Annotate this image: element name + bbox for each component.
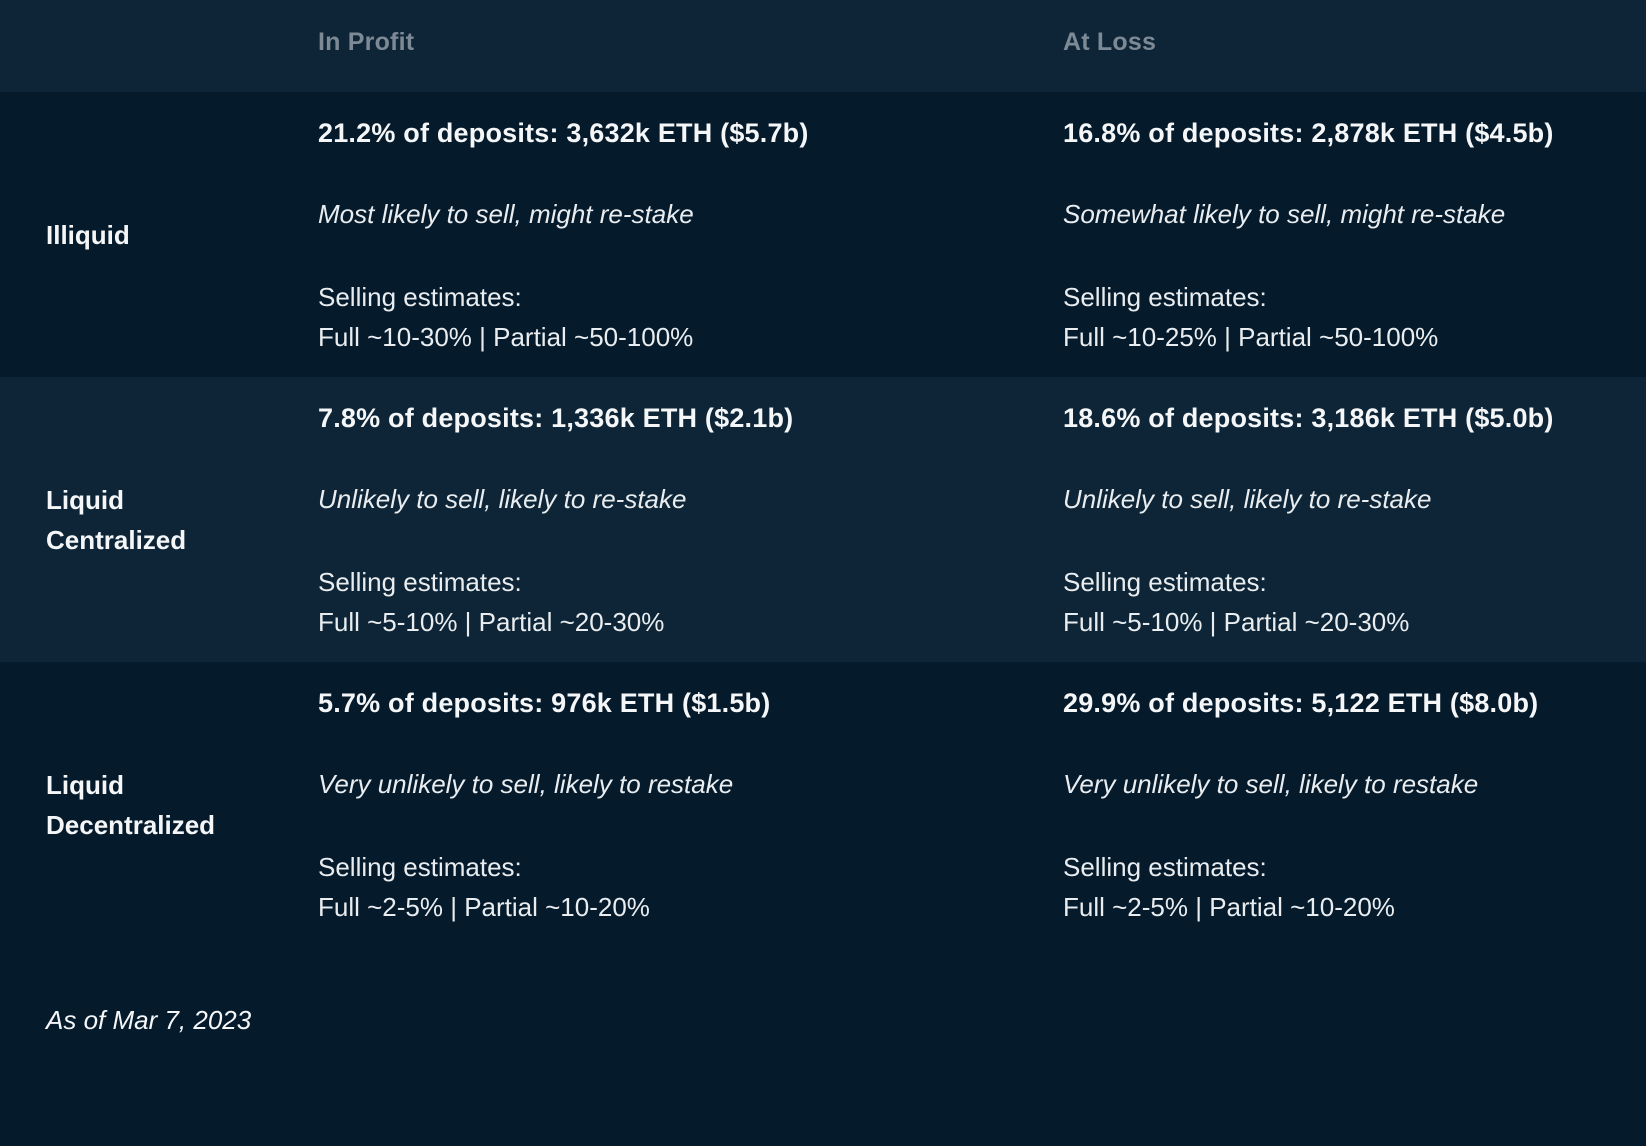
cell-selling-detail: Full ~10-25% | Partial ~50-100%	[1063, 322, 1439, 352]
table-row-liquid-centralized: Liquid Centralized 7.8% of deposits: 1,3…	[0, 377, 1646, 662]
cell-illiquid-in-profit: 21.2% of deposits: 3,632k ETH ($5.7b) Mo…	[318, 92, 1063, 357]
table-header-row: In Profit At Loss	[0, 0, 1646, 92]
row-label-illiquid: Illiquid	[46, 219, 130, 250]
cell-headline: 29.9% of deposits: 5,122 ETH ($8.0b)	[1063, 688, 1539, 718]
cell-liquid-decentralized-at-loss: 29.9% of deposits: 5,122 ETH ($8.0b) Ver…	[1063, 662, 1646, 927]
cell-selling-detail: Full ~2-5% | Partial ~10-20%	[1063, 892, 1395, 922]
cell-behavior: Unlikely to sell, likely to re-stake	[1063, 484, 1432, 514]
cell-headline: 18.6% of deposits: 3,186k ETH ($5.0b)	[1063, 403, 1554, 433]
cell-selling-title: Selling estimates:	[1063, 282, 1267, 312]
cell-illiquid-at-loss: 16.8% of deposits: 2,878k ETH ($4.5b) So…	[1063, 92, 1646, 357]
column-header-in-profit: In Profit	[318, 28, 415, 56]
row-label-liquid-decentralized: Liquid Decentralized	[46, 769, 216, 840]
cell-selling-estimates: Selling estimates: Full ~2-5% | Partial …	[1063, 847, 1646, 927]
column-header-at-loss: At Loss	[1063, 28, 1157, 56]
table-row-liquid-decentralized: Liquid Decentralized 5.7% of deposits: 9…	[0, 662, 1646, 947]
table-footer: As of Mar 7, 2023	[0, 947, 1646, 1036]
cell-headline: 5.7% of deposits: 976k ETH ($1.5b)	[318, 688, 771, 718]
cell-headline: 16.8% of deposits: 2,878k ETH ($4.5b)	[1063, 118, 1554, 148]
cell-selling-estimates: Selling estimates: Full ~5-10% | Partial…	[1063, 562, 1646, 642]
cell-behavior: Very unlikely to sell, likely to restake	[318, 769, 734, 799]
cell-selling-title: Selling estimates:	[318, 567, 522, 597]
cell-selling-estimates: Selling estimates: Full ~10-30% | Partia…	[318, 277, 1063, 357]
cell-selling-detail: Full ~2-5% | Partial ~10-20%	[318, 892, 650, 922]
cell-selling-title: Selling estimates:	[318, 852, 522, 882]
cell-behavior: Most likely to sell, might re-stake	[318, 199, 694, 229]
cell-selling-title: Selling estimates:	[318, 282, 522, 312]
cell-liquid-centralized-at-loss: 18.6% of deposits: 3,186k ETH ($5.0b) Un…	[1063, 377, 1646, 642]
cell-headline: 7.8% of deposits: 1,336k ETH ($2.1b)	[318, 403, 794, 433]
cell-selling-title: Selling estimates:	[1063, 567, 1267, 597]
cell-behavior: Very unlikely to sell, likely to restake	[1063, 769, 1479, 799]
cell-selling-title: Selling estimates:	[1063, 852, 1267, 882]
cell-liquid-centralized-in-profit: 7.8% of deposits: 1,336k ETH ($2.1b) Unl…	[318, 377, 1063, 642]
cell-selling-estimates: Selling estimates: Full ~5-10% | Partial…	[318, 562, 1063, 642]
cell-behavior: Unlikely to sell, likely to re-stake	[318, 484, 687, 514]
cell-selling-detail: Full ~5-10% | Partial ~20-30%	[318, 607, 665, 637]
header-label-spacer	[0, 0, 318, 92]
cell-selling-estimates: Selling estimates: Full ~2-5% | Partial …	[318, 847, 1063, 927]
cell-behavior: Somewhat likely to sell, might re-stake	[1063, 199, 1506, 229]
cell-selling-estimates: Selling estimates: Full ~10-25% | Partia…	[1063, 277, 1646, 357]
row-label-liquid-centralized: Liquid Centralized	[46, 484, 187, 555]
cell-liquid-decentralized-in-profit: 5.7% of deposits: 976k ETH ($1.5b) Very …	[318, 662, 1063, 927]
cell-selling-detail: Full ~5-10% | Partial ~20-30%	[1063, 607, 1410, 637]
cell-selling-detail: Full ~10-30% | Partial ~50-100%	[318, 322, 694, 352]
cell-headline: 21.2% of deposits: 3,632k ETH ($5.7b)	[318, 118, 809, 148]
as-of-date: As of Mar 7, 2023	[46, 1005, 252, 1035]
table-row-illiquid: Illiquid 21.2% of deposits: 3,632k ETH (…	[0, 92, 1646, 377]
